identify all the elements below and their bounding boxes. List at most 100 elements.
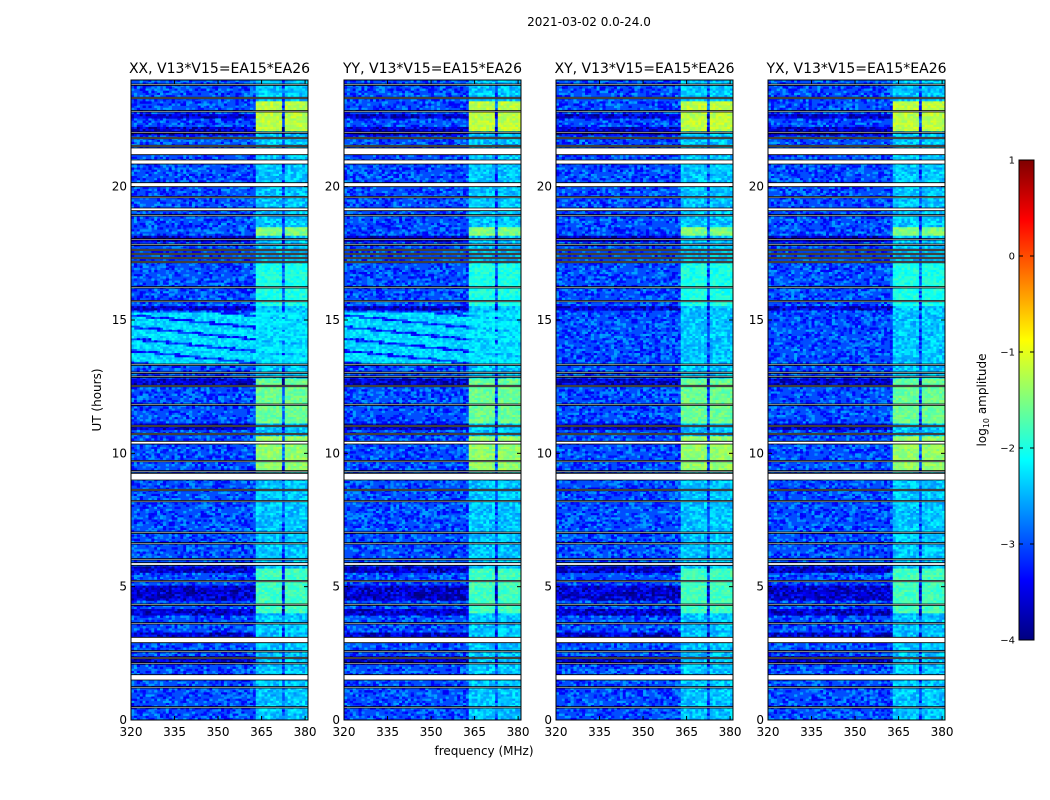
heatmap-cell — [183, 93, 186, 95]
heatmap-cell — [296, 91, 299, 93]
heatmap-cell — [264, 123, 267, 125]
heatmap-cell — [238, 121, 241, 123]
heatmap-cell — [291, 106, 294, 108]
heatmap-cell — [166, 116, 169, 118]
heatmap-cell — [262, 93, 265, 95]
heatmap-cell — [215, 106, 218, 108]
heatmap-cell — [151, 86, 154, 88]
heatmap-cell — [244, 99, 247, 101]
heatmap-cell — [157, 108, 160, 110]
heatmap-cell — [267, 114, 270, 116]
heatmap-cell — [273, 108, 276, 110]
heatmap-cell — [253, 123, 256, 125]
heatmap-cell — [186, 86, 189, 88]
heatmap-cell — [204, 127, 207, 129]
heatmap-cell — [296, 103, 299, 105]
heatmap-cell — [137, 127, 140, 129]
heatmap-cell — [241, 125, 244, 127]
heatmap-cell — [288, 118, 291, 120]
heatmap-cell — [241, 129, 244, 131]
heatmap-cell — [291, 91, 294, 93]
heatmap-cell — [137, 86, 140, 88]
x-axis-label: frequency (MHz) — [434, 744, 533, 758]
heatmap-cell — [299, 93, 302, 95]
heatmap-cell — [163, 86, 166, 88]
heatmap-cell — [201, 129, 204, 131]
heatmap-cell — [180, 123, 183, 125]
heatmap-cell — [154, 114, 157, 116]
heatmap-cell — [296, 114, 299, 116]
heatmap-cell — [256, 99, 259, 101]
heatmap-cell — [244, 114, 247, 116]
heatmap-cell — [244, 129, 247, 131]
heatmap-cell — [209, 121, 212, 123]
heatmap-cell — [166, 89, 169, 91]
heatmap-cell — [296, 123, 299, 125]
heatmap-cell — [195, 114, 198, 116]
heatmap-cell — [267, 86, 270, 88]
heatmap-cell — [299, 91, 302, 93]
heatmap-cell — [262, 108, 265, 110]
heatmap-cell — [160, 116, 163, 118]
heatmap-cell — [146, 89, 149, 91]
heatmap-cell — [209, 116, 212, 118]
heatmap-cell — [259, 86, 262, 88]
heatmap-cell — [259, 125, 262, 127]
heatmap-cell — [198, 86, 201, 88]
heatmap-cell — [186, 127, 189, 129]
heatmap-cell — [262, 116, 265, 118]
heatmap-cell — [218, 129, 221, 131]
heatmap-cell — [143, 86, 146, 88]
heatmap-cell — [259, 123, 262, 125]
heatmap-cell — [267, 125, 270, 127]
heatmap-cell — [302, 101, 305, 103]
heatmap-cell — [299, 103, 302, 105]
heatmap-cell — [192, 116, 195, 118]
heatmap-cell — [143, 89, 146, 91]
heatmap-cell — [238, 129, 241, 131]
heatmap-cell — [241, 91, 244, 93]
heatmap-cell — [212, 103, 215, 105]
heatmap-cell — [212, 116, 215, 118]
heatmap-cell — [146, 123, 149, 125]
heatmap-cell — [224, 121, 227, 123]
heatmap-cell — [276, 89, 279, 91]
heatmap-cell — [270, 125, 273, 127]
heatmap-cell — [134, 129, 137, 131]
heatmap-cell — [160, 129, 163, 131]
heatmap-cell — [256, 121, 259, 123]
heatmap-cell — [183, 114, 186, 116]
heatmap-cell — [143, 91, 146, 93]
heatmap-cell — [291, 99, 294, 101]
heatmap-cell — [204, 129, 207, 131]
heatmap-cell — [212, 121, 215, 123]
heatmap-cell — [163, 129, 166, 131]
heatmap-cell — [238, 86, 241, 88]
heatmap-cell — [276, 116, 279, 118]
heatmap-cell — [206, 114, 209, 116]
heatmap-cell — [215, 93, 218, 95]
heatmap-cell — [302, 129, 305, 131]
heatmap-cell — [206, 127, 209, 129]
heatmap-cell — [299, 118, 302, 120]
heatmap-cell — [212, 129, 215, 131]
figure-suptitle: 2021-03-02 0.0-24.0 — [527, 15, 651, 29]
heatmap-cell — [250, 101, 253, 103]
heatmap-cell — [256, 103, 259, 105]
heatmap-cell — [250, 121, 253, 123]
heatmap-cell — [169, 86, 172, 88]
heatmap-cell — [262, 125, 265, 127]
heatmap-cell — [180, 116, 183, 118]
heatmap-cell — [293, 101, 296, 103]
heatmap-cell — [267, 103, 270, 105]
heatmap-cell — [264, 106, 267, 108]
heatmap-cell — [238, 114, 241, 116]
heatmap-cell — [233, 129, 236, 131]
heatmap-cell — [264, 118, 267, 120]
heatmap-cell — [279, 91, 282, 93]
heatmap-cell — [143, 129, 146, 131]
heatmap-cell — [134, 103, 137, 105]
heatmap-panels: XX, V13*V15=EA15*EA26320 335 350 365 3800510… — [112, 61, 954, 739]
heatmap-cell — [157, 89, 160, 91]
heatmap-cell — [293, 106, 296, 108]
